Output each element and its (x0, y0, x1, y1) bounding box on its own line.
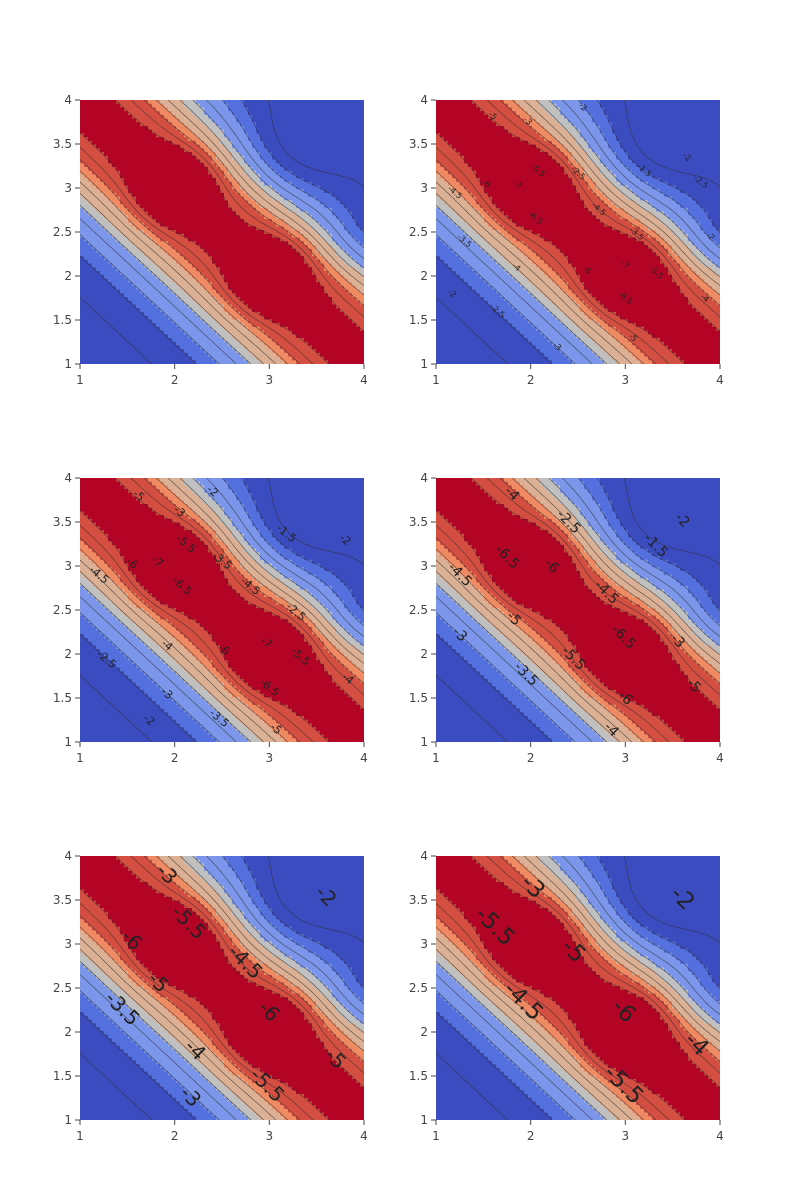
contour-label: -5 (487, 110, 499, 122)
y-tick-label: 3.5 (409, 137, 428, 151)
contour-panel-4: -4-2.5 -2-6.5 -6-1.5-4.5-4.5-5-3 -3-6.5-5.5… (409, 471, 724, 765)
y-tick-label: 1 (64, 1113, 72, 1127)
y-tick-label: 3 (420, 937, 428, 951)
y-tick-label: 1.5 (53, 691, 72, 705)
y-tick-label: 2.5 (409, 981, 428, 995)
y-tick-label: 2.5 (409, 225, 428, 239)
y-tick-label: 2.5 (53, 603, 72, 617)
contour-fill (80, 856, 364, 1120)
contour-fill (436, 856, 720, 1120)
y-tick-label: 2.5 (53, 981, 72, 995)
y-tick-label: 2.5 (53, 225, 72, 239)
x-tick-label: 4 (716, 751, 724, 765)
y-tick-label: 3.5 (409, 893, 428, 907)
contour-lines (80, 478, 364, 742)
contour-lines (80, 856, 364, 1120)
x-tick-label: 1 (76, 373, 84, 387)
contour-label: -3 (522, 115, 534, 127)
y-tick-label: 1.5 (53, 1069, 72, 1083)
contour-fill (80, 100, 364, 364)
y-tick-label: 2.5 (409, 603, 428, 617)
y-tick-label: 3 (420, 181, 428, 195)
x-tick-label: 2 (171, 1129, 179, 1143)
contour-label: -2 (577, 101, 589, 113)
y-tick-label: 4 (420, 471, 428, 485)
y-tick-label: 2 (420, 647, 428, 661)
x-tick-label: 4 (360, 1129, 368, 1143)
y-tick-label: 2 (64, 647, 72, 661)
x-tick-label: 2 (527, 751, 535, 765)
y-tick-label: 2 (64, 269, 72, 283)
y-tick-label: 3.5 (409, 515, 428, 529)
contour-fill (436, 100, 720, 364)
contour-label: -3 (551, 340, 563, 352)
y-tick-label: 1.5 (409, 1069, 428, 1083)
x-tick-label: 1 (76, 1129, 84, 1143)
y-tick-label: 1 (420, 1113, 428, 1127)
contour-lines (436, 100, 720, 364)
x-tick-label: 1 (76, 751, 84, 765)
contour-label: -6 (582, 264, 594, 276)
contour-fill (436, 478, 720, 742)
contour-label: -4 (699, 292, 711, 304)
contour-panel-1: 1 2 3 4 1 1.5 2 2.5 3 3.5 4 (53, 93, 368, 387)
contour-lines (436, 478, 720, 742)
x-tick-label: 4 (360, 751, 368, 765)
x-tick-label: 2 (527, 1129, 535, 1143)
x-tick-label: 3 (266, 751, 274, 765)
x-tick-label: 2 (527, 373, 535, 387)
y-tick-label: 1 (420, 735, 428, 749)
x-tick-label: 3 (622, 373, 630, 387)
x-tick-label: 1 (432, 1129, 440, 1143)
y-tick-label: 4 (420, 849, 428, 863)
y-tick-label: 4 (64, 93, 72, 107)
y-tick-label: 1 (64, 357, 72, 371)
y-tick-label: 1 (420, 357, 428, 371)
contour-label: -2 (705, 230, 717, 242)
y-tick-label: 4 (64, 471, 72, 485)
x-tick-label: 3 (266, 373, 274, 387)
x-tick-label: 4 (716, 373, 724, 387)
x-tick-label: 3 (622, 751, 630, 765)
y-tick-label: 3.5 (53, 893, 72, 907)
x-tick-label: 4 (360, 373, 368, 387)
y-tick-label: 2 (64, 1025, 72, 1039)
y-tick-label: 4 (420, 93, 428, 107)
y-tick-label: 3 (420, 559, 428, 573)
y-tick-label: 3.5 (53, 515, 72, 529)
y-tick-label: 3 (64, 937, 72, 951)
y-tick-label: 4 (64, 849, 72, 863)
contour-panel-3: -5-3-2-5.5-6 -7-6.5-3.5-1.5 -2-4.5-2.5-4.5… (53, 471, 368, 765)
contour-label: -7 (511, 178, 523, 190)
y-tick-label: 2 (420, 269, 428, 283)
y-tick-label: 1.5 (409, 313, 428, 327)
y-tick-label: 3 (64, 181, 72, 195)
contour-fill (80, 478, 364, 742)
y-tick-label: 2 (420, 1025, 428, 1039)
x-tick-label: 3 (622, 1129, 630, 1143)
contour-panel-5: -3-2-5.5-6 -4.5-5-3.5 -6-4 -5-5.5-31 2 3 411.5… (53, 849, 368, 1143)
y-tick-label: 3 (64, 559, 72, 573)
contour-label: -4 (511, 261, 523, 273)
contour-label: -5 (627, 332, 639, 344)
y-tick-label: 1.5 (53, 313, 72, 327)
contour-lines (436, 856, 720, 1120)
x-tick-label: 4 (716, 1129, 724, 1143)
y-tick-label: 3.5 (53, 137, 72, 151)
x-tick-label: 1 (432, 373, 440, 387)
x-tick-label: 2 (171, 373, 179, 387)
contour-lines (80, 100, 364, 364)
x-tick-label: 2 (171, 751, 179, 765)
x-tick-label: 3 (266, 1129, 274, 1143)
contour-panel-2: -5 -3-2-5.5-6 -7-6.5-2.5 -1.5-4.5-2-2.5-3.5… (409, 93, 724, 387)
contour-panel-6: -3 -2-5.5 -5-4.5 -6-4-5.51 2 3 411.522.533.54 (409, 849, 724, 1143)
x-tick-label: 1 (432, 751, 440, 765)
y-tick-label: 1.5 (409, 691, 428, 705)
contour-label: -6 (480, 178, 492, 190)
contour-label: -2 (681, 151, 693, 163)
contour-label: -2 (446, 288, 458, 300)
contour-label: -7 (619, 259, 631, 271)
y-tick-label: 1 (64, 735, 72, 749)
